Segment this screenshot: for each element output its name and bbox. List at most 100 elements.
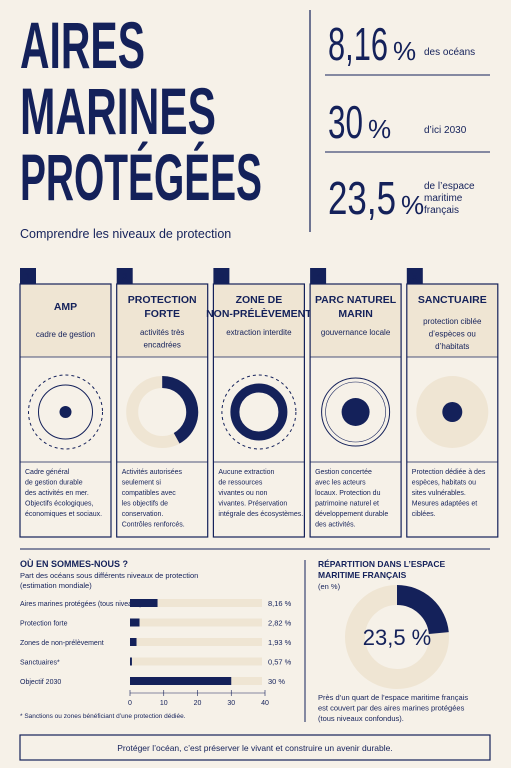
level-header-bg <box>20 284 111 357</box>
level-description: intégrale des écosystèmes. <box>218 511 303 518</box>
level-description: Activités autorisées <box>122 469 183 476</box>
level-number-box <box>310 268 327 284</box>
level-title: PROTECTION <box>128 294 197 306</box>
level-number-box <box>116 268 133 284</box>
x-tick-label: 30 <box>227 700 235 707</box>
donut-segment <box>396 585 449 635</box>
repartition-unit: (en %) <box>318 582 341 591</box>
x-tick-label: 20 <box>194 700 202 707</box>
icon <box>161 376 199 444</box>
stat-label: des océans <box>424 47 475 58</box>
bar-value-label: 8,16 % <box>268 599 292 608</box>
repartition-caption: Près d’un quart de l’espace maritime fra… <box>318 693 468 702</box>
repartition-title: MARITIME FRANÇAIS <box>318 570 407 580</box>
level-description: Mesures adaptées et <box>412 501 477 508</box>
level-number-box <box>406 268 423 284</box>
bar-value-label: 0,57 % <box>268 658 292 667</box>
level-description: patrimoine naturel et <box>315 501 379 508</box>
level-subtitle: protection ciblée <box>423 317 482 326</box>
level-description: compatibles avec <box>122 490 177 497</box>
level-title: NON-PRÉLÈVEMENT <box>206 307 312 320</box>
level-number: 3 <box>219 272 225 283</box>
level-description: vivantes. Préservation <box>218 501 287 508</box>
level-title: MARIN <box>338 308 372 320</box>
level-card <box>309 283 402 538</box>
level-description: locaux. Protection du <box>315 490 380 497</box>
icon <box>341 398 370 426</box>
icon <box>38 384 93 440</box>
level-description: développement durable <box>315 511 388 518</box>
level-subtitle: encadrées <box>144 341 181 350</box>
repartition-title: RÉPARTITION DANS L’ESPACE <box>318 559 446 569</box>
progress-subtitle: (estimation mondiale) <box>20 581 92 590</box>
icon <box>230 383 288 441</box>
icon <box>442 402 463 422</box>
level-description: vivantes ou non <box>218 490 267 497</box>
level-header-bg <box>116 284 208 357</box>
bar <box>130 677 232 685</box>
level-description: sites vulnérables. <box>412 490 466 497</box>
icon <box>321 377 391 447</box>
level-description: avec les acteurs <box>315 480 366 487</box>
level-number-box <box>213 268 230 284</box>
stat-label: français <box>424 205 459 216</box>
stat-number: 30 <box>328 96 363 148</box>
level-title: FORTE <box>144 308 180 320</box>
bar <box>130 638 137 646</box>
level-description: des activités en mer. <box>25 490 89 497</box>
level-subtitle: d’habitats <box>435 342 469 351</box>
stat-unit: % <box>393 36 416 66</box>
stat-number: 23,5 <box>328 172 396 224</box>
bar-track <box>130 618 262 627</box>
donut-label: 23,5 % <box>363 625 432 650</box>
level-header-bg <box>213 284 305 357</box>
icon <box>325 381 386 443</box>
icon <box>28 374 103 450</box>
bar <box>130 599 158 607</box>
level-description: Objectifs écologiques, <box>25 501 94 508</box>
level-description: Protection dédiée à des <box>412 469 486 476</box>
bar-track <box>130 657 262 666</box>
repartition-caption: (tous niveaux confondus). <box>318 714 404 723</box>
bar <box>130 618 140 627</box>
stat-unit: % <box>401 190 424 220</box>
stat-label: de l’espace <box>424 181 475 192</box>
level-description: ciblées. <box>412 511 436 518</box>
footer-text: Protéger l’océan, c’est préserver le viv… <box>117 743 392 753</box>
level-title: PARC NATUREL <box>315 294 397 306</box>
level-title: SANCTUAIRE <box>418 294 487 306</box>
level-number: 1 <box>25 272 31 283</box>
title-line: PROTÉGÉES <box>20 140 262 214</box>
level-description: des activités. <box>315 522 356 529</box>
bar-label: Zones de non-prélèvement <box>20 640 104 647</box>
level-description: conservation. <box>122 511 164 518</box>
level-card <box>19 283 112 538</box>
bar-label: Protection forte <box>20 621 68 628</box>
level-header-bg <box>406 284 498 357</box>
level-number: 5 <box>412 272 418 283</box>
bar-value-label: 30 % <box>268 677 285 686</box>
progress-title: OÙ EN SOMMES-NOUS ? <box>20 558 128 569</box>
level-subtitle: gouvernance locale <box>321 328 391 337</box>
level-subtitle: extraction interdite <box>226 328 292 337</box>
bar-value-label: 2,82 % <box>268 619 292 628</box>
level-description: Cadre général <box>25 469 70 476</box>
level-description: Aucune extraction <box>218 469 274 476</box>
bar-track <box>130 638 262 646</box>
bar-value-label: 1,93 % <box>268 638 292 647</box>
title-line: MARINES <box>20 74 216 148</box>
level-number: 4 <box>315 272 321 283</box>
footnote: * Sanctions ou zones bénéficiant d’une p… <box>20 713 186 720</box>
level-description: économiques et sociaux. <box>25 511 102 518</box>
level-number-box <box>20 268 36 284</box>
footer-box <box>19 734 491 761</box>
level-subtitle: activités très <box>140 328 184 337</box>
level-title: ZONE DE <box>236 294 283 306</box>
x-tick-label: 40 <box>261 700 269 707</box>
level-header-bg <box>310 284 402 357</box>
icon <box>59 406 72 418</box>
level-description: Contrôles renforcés. <box>122 522 185 529</box>
